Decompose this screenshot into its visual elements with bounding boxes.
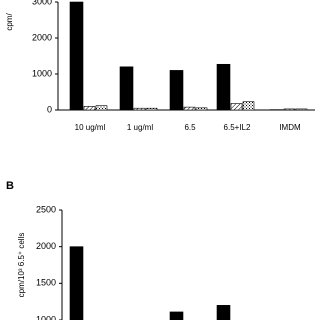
y-tick-label: 1000: [32, 68, 52, 78]
bar: [216, 63, 231, 111]
bar: [95, 105, 108, 111]
bar: [216, 305, 231, 320]
y-tick-label: 2500: [36, 204, 56, 214]
x-tick-label: 10 ug/ml: [75, 123, 106, 132]
bar: [69, 1, 84, 111]
bar: [183, 106, 196, 111]
y-tick-label: 1000: [36, 314, 56, 320]
bar: [269, 109, 284, 111]
bar: [230, 103, 243, 111]
y-tick-label: 1500: [36, 278, 56, 288]
y-tick-label: 2000: [36, 241, 56, 251]
y-axis-label: cpm/: [5, 13, 14, 31]
x-tick-label: 6.5+IL2: [224, 123, 251, 132]
bar: [69, 246, 84, 320]
x-tick-label: 6.5: [184, 123, 196, 132]
bar: [242, 101, 255, 111]
bar: [195, 107, 208, 111]
bar: [83, 106, 96, 111]
x-tick-label: 1 ug/ml: [127, 123, 153, 132]
y-tick-label: 3000: [32, 0, 52, 6]
y-tick-label: 2000: [32, 32, 52, 42]
bar: [295, 108, 308, 111]
bar: [133, 107, 146, 111]
panel-label: B: [6, 180, 14, 192]
bar: [283, 108, 296, 111]
bar: [145, 107, 158, 111]
y-tick-label: 0: [47, 104, 52, 114]
x-tick-label: IMDM: [279, 123, 301, 132]
bar: [119, 66, 134, 111]
bar: [169, 70, 184, 111]
bar: [169, 311, 184, 320]
y-axis-label: cpm/10³ 6.5⁺ cells: [17, 233, 26, 298]
